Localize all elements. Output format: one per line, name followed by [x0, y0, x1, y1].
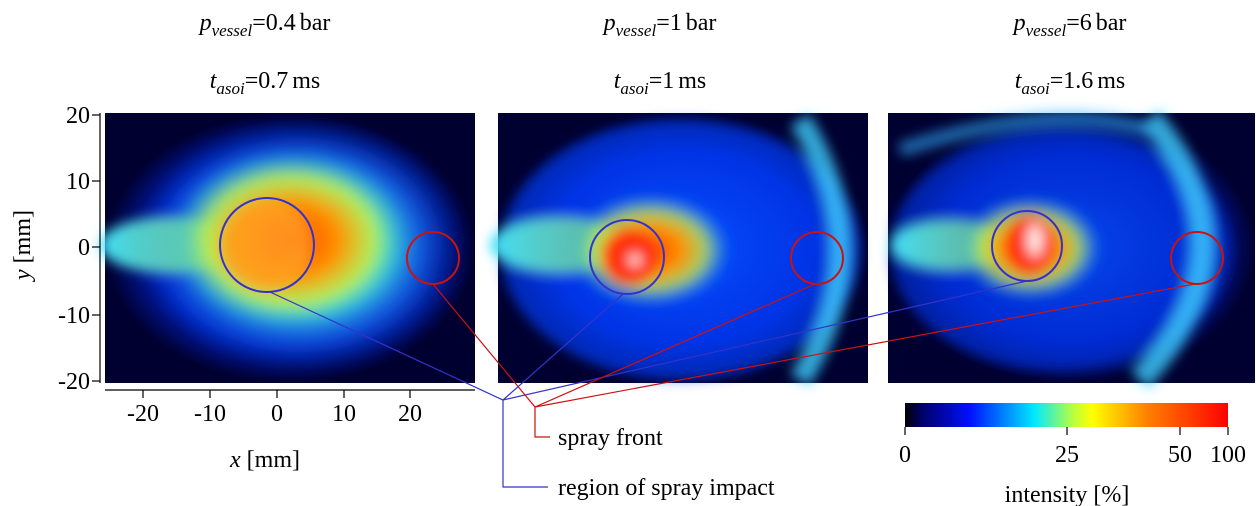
subscript: asoi: [1021, 79, 1050, 98]
value: 1.6: [1063, 68, 1093, 94]
y-tick-label: 0: [78, 235, 90, 261]
panel-title: tasoi=0.7 ms: [210, 68, 321, 98]
colorbar-label: intensity [%]: [1005, 482, 1130, 506]
annotation: region of spray impact: [558, 475, 775, 501]
operator: =: [245, 68, 259, 94]
value: 0.7: [258, 68, 288, 94]
symbol: p: [602, 10, 616, 36]
colorbar-tick-label: 25: [1055, 442, 1079, 468]
image-panel: [490, 113, 868, 386]
panel-title: pvessel=6 bar: [1012, 10, 1127, 40]
panel-title: tasoi=1.6 ms: [1015, 68, 1126, 98]
y-axis-label: y [mm]: [10, 210, 36, 282]
y-tick-label: 20: [66, 103, 90, 129]
symbol: y: [10, 269, 36, 282]
operator: =: [1050, 68, 1064, 94]
symbol: x: [229, 447, 241, 473]
value: 1: [670, 10, 682, 36]
y-tick-label: 10: [66, 169, 90, 195]
colorbar-tick-label: 100: [1210, 442, 1246, 468]
unit: bar: [300, 10, 331, 36]
operator: =: [656, 10, 670, 36]
symbol: t: [210, 68, 218, 94]
leader-lines: [269, 280, 1196, 488]
y-tick-label: -10: [58, 303, 90, 329]
operator: =: [1066, 10, 1080, 36]
x-tick-label: -10: [194, 401, 226, 427]
x-tick-label: 10: [332, 401, 356, 427]
symbol: t: [614, 68, 622, 94]
subscript: vessel: [1026, 21, 1067, 40]
value: 1: [662, 68, 674, 94]
unit: bar: [1096, 10, 1127, 36]
panel-title: pvessel=0.4 bar: [198, 10, 331, 40]
panel-title: tasoi=1 ms: [614, 68, 707, 98]
unit: [mm]: [247, 447, 300, 473]
circles: [219, 197, 1224, 295]
panel-title: pvessel=1 bar: [602, 10, 717, 40]
x-axis-label: x [mm]: [229, 447, 300, 473]
unit: ms: [678, 68, 706, 94]
unit: ms: [292, 68, 320, 94]
subscript: asoi: [216, 79, 245, 98]
unit: ms: [1097, 68, 1125, 94]
colorbar-tick-label: 0: [899, 442, 911, 468]
y-tick-label: -20: [58, 369, 90, 395]
unit: bar: [686, 10, 717, 36]
value: 6: [1080, 10, 1092, 36]
subscript: vessel: [212, 21, 253, 40]
subscript: asoi: [620, 79, 649, 98]
symbol: p: [198, 10, 212, 36]
x-tick-label: 0: [271, 401, 283, 427]
value: 0.4: [266, 10, 296, 36]
colorbar: [905, 403, 1228, 427]
operator: =: [649, 68, 663, 94]
image-panel: [100, 113, 475, 383]
axes: [99, 113, 475, 391]
x-tick-label: 20: [398, 401, 422, 427]
symbol: p: [1012, 10, 1026, 36]
symbol: t: [1015, 68, 1023, 94]
annotation: spray front: [558, 425, 663, 451]
colorbar-tick-label: 50: [1168, 442, 1192, 468]
x-tick-label: -20: [127, 401, 159, 427]
image-panel: [888, 110, 1255, 389]
unit: [mm]: [10, 210, 36, 263]
operator: =: [252, 10, 266, 36]
subscript: vessel: [616, 21, 657, 40]
